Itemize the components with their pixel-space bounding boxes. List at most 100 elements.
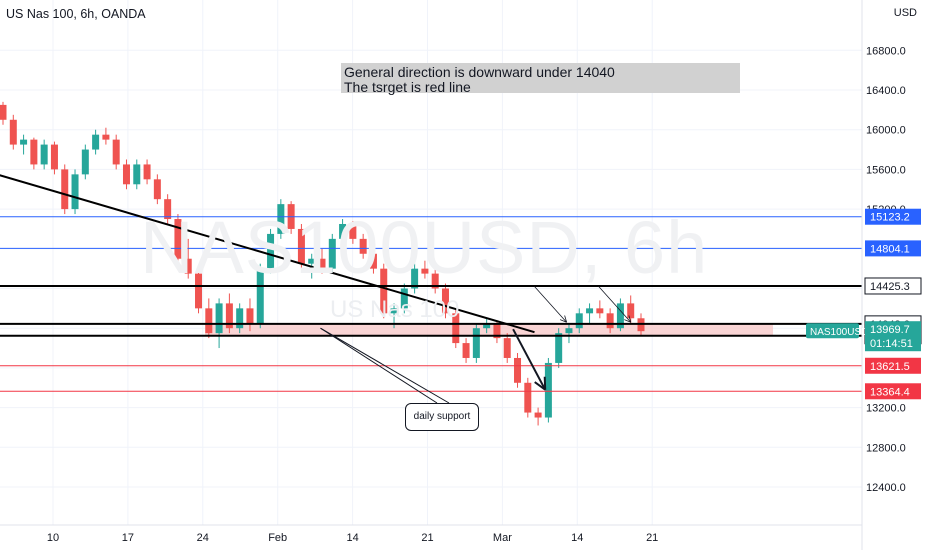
daily-support-callout[interactable]: daily support — [405, 403, 479, 431]
candle[interactable] — [164, 194, 172, 224]
analysis-note-line-2: The tsrget is red line — [344, 79, 471, 95]
candle[interactable] — [81, 144, 89, 180]
candle[interactable] — [50, 141, 58, 175]
candle[interactable] — [565, 323, 573, 344]
candle-body — [452, 313, 460, 344]
level-price-label[interactable]: 13364.4 — [865, 383, 921, 400]
projection-arrow[interactable] — [512, 328, 547, 391]
candle[interactable] — [71, 169, 79, 215]
candle[interactable] — [184, 238, 192, 279]
candle-body — [544, 362, 552, 418]
candle[interactable] — [369, 248, 377, 274]
candle[interactable] — [133, 159, 141, 190]
candle[interactable] — [195, 268, 203, 314]
price-tick-label: 13200.0 — [866, 403, 906, 415]
time-tick-label: 17 — [122, 532, 134, 544]
candle[interactable] — [586, 303, 594, 324]
symbol-badge-bg — [806, 323, 859, 339]
candle-body — [524, 382, 532, 413]
candle-body — [411, 268, 419, 289]
candle[interactable] — [380, 263, 388, 319]
candle-body — [493, 323, 501, 339]
candle[interactable] — [143, 159, 151, 185]
last-price-tag[interactable]: NAS100USD 13969.7 01:14:51 — [806, 321, 921, 352]
candle-body — [328, 238, 336, 269]
annotation-arrow[interactable] — [598, 286, 632, 323]
candle-body — [503, 338, 511, 358]
candle-body — [246, 308, 254, 324]
projection-arrow-head — [534, 381, 546, 391]
level-price-label[interactable]: 15123.2 — [865, 208, 921, 225]
candle[interactable] — [616, 298, 624, 332]
candle[interactable] — [246, 298, 254, 332]
trendline[interactable] — [0, 75, 535, 334]
candle[interactable] — [555, 328, 563, 368]
price-tick-label: 16000.0 — [866, 125, 906, 137]
candle[interactable] — [349, 221, 357, 244]
candle[interactable] — [9, 114, 17, 150]
candle[interactable] — [153, 174, 161, 205]
level-price-label[interactable]: 13621.5 — [865, 357, 921, 374]
candle[interactable] — [40, 139, 48, 170]
candle-body — [174, 219, 182, 259]
candle[interactable] — [534, 407, 542, 426]
candle[interactable] — [122, 159, 130, 190]
candle[interactable] — [61, 164, 69, 215]
candle[interactable] — [421, 260, 429, 279]
candle-body — [112, 139, 120, 165]
candle-body — [153, 179, 161, 200]
candle[interactable] — [328, 233, 336, 274]
candle[interactable] — [339, 219, 347, 244]
level-price-label-text: 14425.3 — [870, 281, 910, 293]
candle[interactable] — [514, 353, 522, 388]
candle[interactable] — [236, 303, 244, 334]
candle[interactable] — [472, 323, 480, 363]
level-price-label[interactable]: 14804.1 — [865, 240, 921, 257]
candle-body — [339, 223, 347, 239]
candle[interactable] — [452, 308, 460, 349]
candle[interactable] — [400, 283, 408, 314]
candle[interactable] — [102, 127, 110, 145]
time-tick-label: 21 — [421, 532, 433, 544]
candle[interactable] — [225, 293, 233, 334]
annotation-arrow[interactable] — [534, 286, 567, 323]
candle[interactable] — [483, 318, 491, 334]
candle[interactable] — [205, 298, 213, 339]
candle[interactable] — [359, 233, 367, 259]
level-price-label[interactable]: 14425.3 — [864, 277, 922, 295]
candle-body — [390, 308, 398, 314]
candle[interactable] — [411, 263, 419, 294]
candle[interactable] — [277, 199, 285, 239]
candle[interactable] — [112, 134, 120, 170]
description-watermark: US Nas 100 — [330, 296, 460, 323]
candle[interactable] — [297, 223, 305, 269]
candle[interactable] — [256, 263, 264, 329]
level-price-label-bg — [864, 277, 922, 295]
candle[interactable] — [606, 308, 614, 334]
candle[interactable] — [462, 338, 470, 363]
candle[interactable] — [596, 300, 604, 319]
price-tick-label: 15600.0 — [866, 164, 906, 176]
candle[interactable] — [30, 137, 38, 170]
candle-body — [267, 233, 275, 269]
candle[interactable] — [575, 308, 583, 334]
level-price-label-bg — [865, 357, 921, 374]
candle[interactable] — [431, 268, 439, 294]
candle-body — [359, 238, 367, 254]
analysis-note[interactable]: General direction is downward under 1404… — [341, 63, 740, 95]
candle[interactable] — [0, 101, 7, 125]
candle[interactable] — [627, 295, 635, 324]
candle[interactable] — [524, 377, 532, 418]
projection-arrow-shaft — [512, 328, 547, 391]
candle[interactable] — [92, 129, 100, 155]
symbol-title[interactable]: US Nas 100, 6h, OANDA — [6, 7, 146, 21]
candle[interactable] — [174, 214, 182, 264]
support-zone — [205, 323, 773, 336]
candle-body — [441, 288, 449, 314]
candle[interactable] — [20, 134, 28, 155]
candle[interactable] — [441, 283, 449, 319]
candle[interactable] — [267, 228, 275, 274]
candle[interactable] — [503, 333, 511, 363]
currency-badge[interactable]: USD — [889, 6, 921, 20]
candle[interactable] — [544, 357, 552, 423]
